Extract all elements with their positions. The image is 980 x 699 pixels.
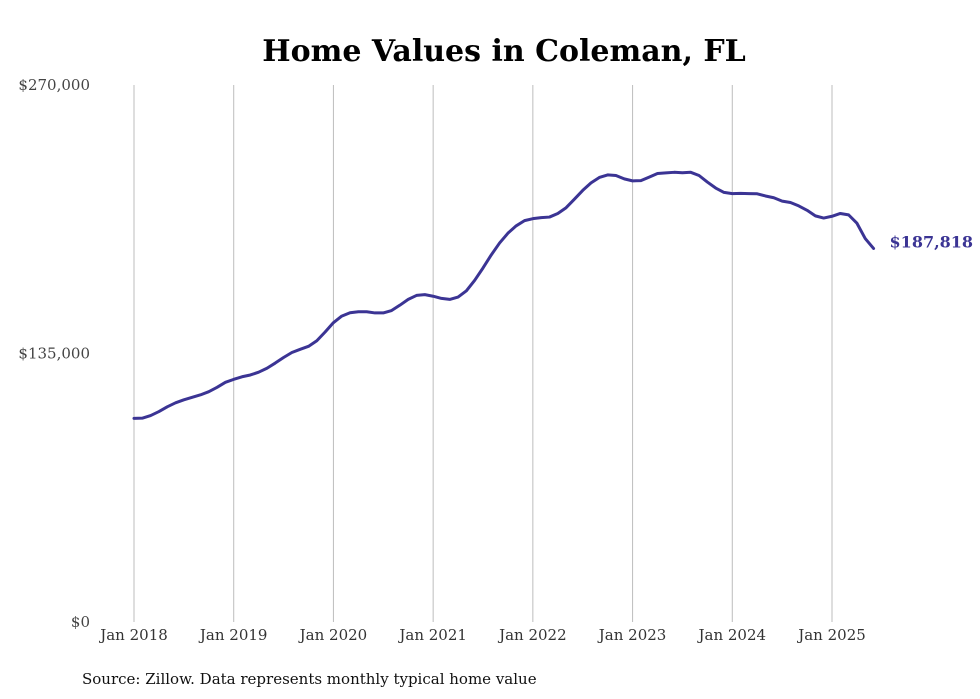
x-tick-label: Jan 2022: [497, 626, 567, 644]
x-tick-label: Jan 2018: [98, 626, 168, 644]
series-line-0: [132, 170, 876, 420]
source-note: Source: Zillow. Data represents monthly …: [82, 670, 537, 688]
x-tick-label: Jan 2023: [597, 626, 667, 644]
chart-title: Home Values in Coleman, FL: [262, 34, 746, 69]
y-tick-label: $0: [71, 613, 90, 631]
x-tick-label: Jan 2024: [697, 626, 767, 644]
x-tick-label: Jan 2021: [397, 626, 467, 644]
y-tick-label: $270,000: [18, 76, 90, 94]
x-tick-label: Jan 2025: [796, 626, 866, 644]
y-tick-label: $135,000: [18, 345, 90, 363]
end-value-label: $187,818: [890, 232, 974, 251]
gridlines: [133, 85, 833, 622]
x-tick-label: Jan 2020: [298, 626, 368, 644]
x-tick-label: Jan 2019: [198, 626, 268, 644]
series-layer: [132, 170, 876, 420]
x-axis-ticks: Jan 2018 Jan 2019 Jan 2020 Jan 2021 Jan 2022…: [98, 626, 866, 644]
y-axis-ticks: $0 $135,000 $270,000: [18, 76, 90, 631]
